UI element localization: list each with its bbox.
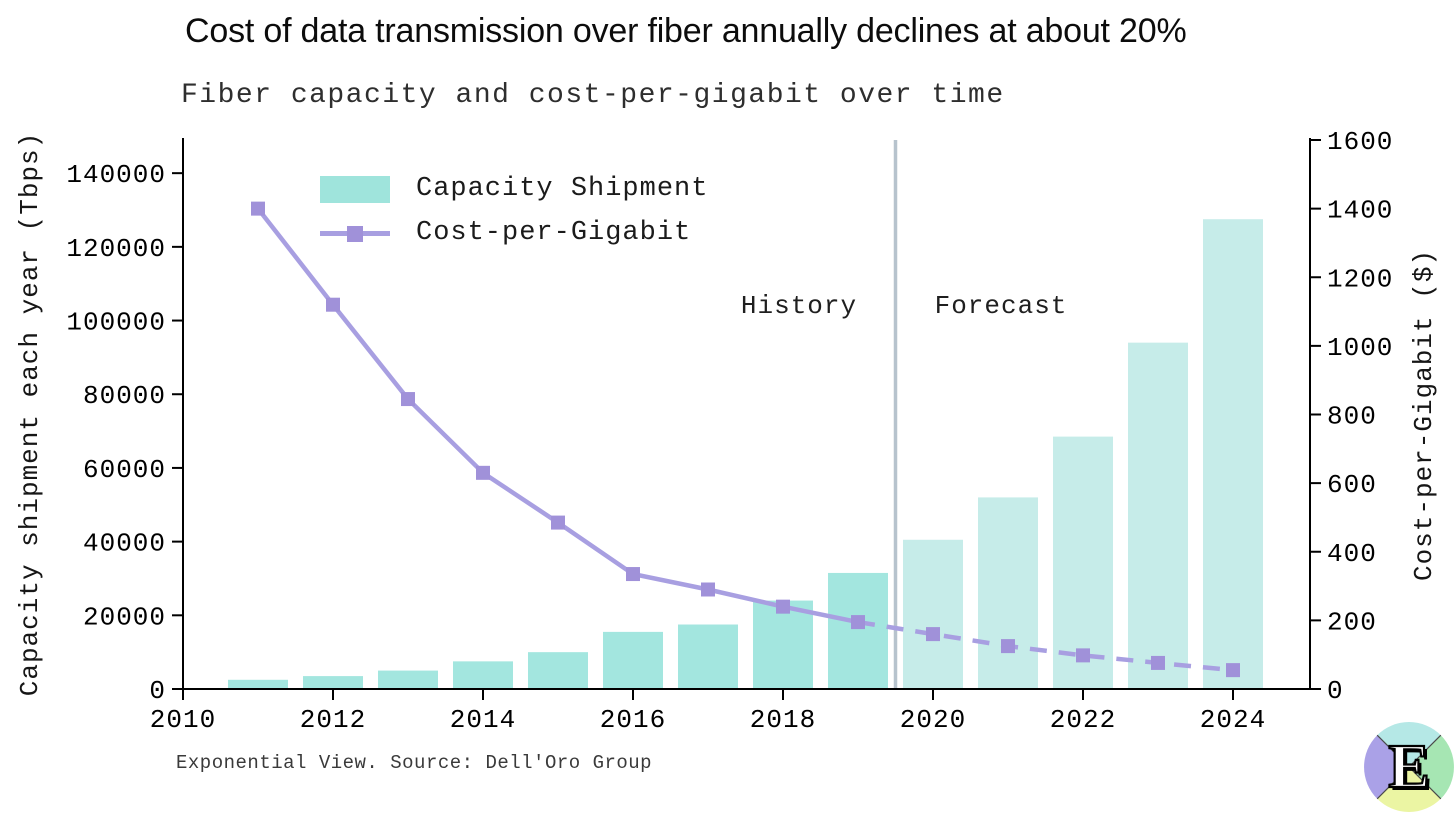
cost-marker-2014 bbox=[476, 465, 490, 480]
y-right-tick-label: 1000 bbox=[1327, 333, 1393, 363]
y-right-tick-label: 400 bbox=[1327, 539, 1377, 569]
x-tick-label: 2016 bbox=[600, 705, 666, 735]
y-right-tick-label: 600 bbox=[1327, 470, 1377, 500]
x-tick-label: 2020 bbox=[900, 705, 966, 735]
cost-line-history bbox=[256, 207, 859, 625]
y-left-tick-label: 60000 bbox=[83, 455, 166, 485]
cost-line-forecast bbox=[857, 619, 1234, 673]
cost-marker-2012 bbox=[326, 297, 340, 312]
logo-quadrants bbox=[1364, 722, 1454, 812]
bar-2017 bbox=[678, 624, 738, 689]
y-left-tick-label: 80000 bbox=[83, 381, 166, 411]
source-attribution: Exponential View. Source: Dell'Oro Group bbox=[176, 752, 653, 774]
cost-marker-2023 bbox=[1151, 655, 1165, 670]
logo-letter-shadow: E bbox=[1391, 736, 1432, 804]
cost-marker-2020 bbox=[926, 627, 940, 642]
y-right-tick-label: 1600 bbox=[1327, 127, 1393, 157]
y-left-tick-label: 140000 bbox=[66, 160, 166, 190]
bar-2011 bbox=[228, 679, 288, 689]
bar-2013 bbox=[378, 670, 438, 689]
cost-marker-2022 bbox=[1076, 648, 1090, 663]
bar-2019 bbox=[828, 572, 888, 689]
bar-2015 bbox=[528, 652, 588, 689]
cost-marker-2019 bbox=[851, 615, 865, 630]
bar-2012 bbox=[303, 676, 363, 689]
x-tick-label: 2024 bbox=[1200, 705, 1266, 735]
bar-2022 bbox=[1053, 436, 1113, 689]
cost-marker-2018 bbox=[776, 599, 790, 614]
y-right-tick-label: 200 bbox=[1327, 607, 1377, 637]
cost-marker-2024 bbox=[1226, 663, 1240, 678]
legend-item-capacity: Capacity Shipment bbox=[320, 174, 708, 204]
x-tick-label: 2010 bbox=[150, 705, 216, 735]
y-left-tick-label: 100000 bbox=[66, 308, 166, 338]
bar-2024 bbox=[1203, 219, 1263, 689]
bar-2021 bbox=[978, 497, 1038, 689]
x-tick-label: 2018 bbox=[750, 705, 816, 735]
cost-line-swatch-icon bbox=[320, 220, 390, 247]
legend-item-cost: Cost-per-Gigabit bbox=[320, 218, 708, 248]
logo-letter: E bbox=[1388, 733, 1429, 801]
y-right-tick-label: 800 bbox=[1327, 402, 1377, 432]
bar-2020 bbox=[903, 539, 963, 689]
history-annotation: History bbox=[740, 291, 858, 321]
y-right-tick-label: 1200 bbox=[1327, 264, 1393, 294]
legend: Capacity Shipment Cost-per-Gigabit bbox=[320, 174, 708, 248]
exponential-view-logo: E E bbox=[1364, 722, 1454, 812]
bar-2023 bbox=[1128, 342, 1188, 689]
bar-2016 bbox=[603, 631, 663, 689]
forecast-annotation: Forecast bbox=[934, 291, 1068, 321]
chart-subtitle: Fiber capacity and cost-per-gigabit over… bbox=[181, 80, 1005, 111]
x-tick-label: 2022 bbox=[1050, 705, 1116, 735]
y-left-tick-label: 0 bbox=[149, 676, 166, 706]
y-left-tick-label: 40000 bbox=[83, 529, 166, 559]
x-tick-label: 2012 bbox=[300, 705, 366, 735]
right-axis-title: Cost-per-Gigabit ($) bbox=[1409, 248, 1439, 582]
left-axis-title: Capacity shipment each year (Tbps) bbox=[15, 131, 45, 697]
cost-marker-2017 bbox=[701, 582, 715, 597]
cost-marker-2011 bbox=[251, 201, 265, 216]
cost-marker-2021 bbox=[1001, 639, 1015, 654]
x-tick-label: 2014 bbox=[450, 705, 516, 735]
legend-label-cost: Cost-per-Gigabit bbox=[416, 218, 692, 248]
y-right-tick-label: 1400 bbox=[1327, 196, 1393, 226]
y-left-tick-label: 20000 bbox=[83, 602, 166, 632]
bar-2018 bbox=[753, 600, 813, 689]
y-right-tick-label: 0 bbox=[1327, 676, 1344, 706]
cost-marker-2015 bbox=[551, 515, 565, 530]
chart-title: Cost of data transmission over fiber ann… bbox=[185, 12, 1187, 50]
cost-marker-2016 bbox=[626, 567, 640, 582]
bar-2014 bbox=[453, 661, 513, 689]
y-left-tick-label: 120000 bbox=[66, 234, 166, 264]
legend-label-capacity: Capacity Shipment bbox=[416, 174, 709, 204]
cost-marker-2013 bbox=[401, 392, 415, 407]
capacity-swatch-icon bbox=[320, 175, 390, 203]
